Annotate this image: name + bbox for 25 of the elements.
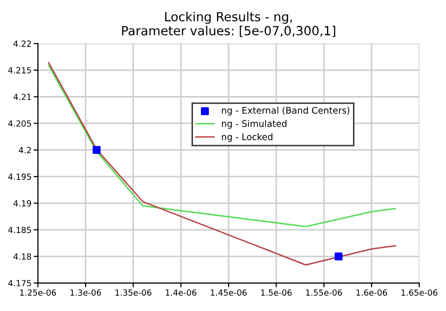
legend-label: ng - External (Band Centers): [222, 106, 350, 116]
y-tick-label: 4.215: [8, 67, 31, 74]
y-tick-label: 4.195: [8, 174, 31, 180]
y-tick-label: 4.18: [14, 253, 32, 260]
y-tick-label: 4.2: [18, 146, 31, 154]
x-tick-label: 1.3e-06: [70, 289, 102, 296]
x-tick-label: 1.6e-06: [356, 289, 388, 296]
y-tick-label: 4.185: [8, 226, 31, 234]
x-tick-label: 1.55e-06: [306, 289, 342, 296]
y-tick-label: 4.175: [8, 280, 31, 286]
x-tick-label: 1.35e-06: [116, 289, 152, 296]
x-tick-label: 1.5e-06: [261, 289, 292, 296]
line-series: [48, 64, 396, 228]
x-tick-label: 1.25e-06: [20, 289, 56, 296]
y-tick-label: 4.19: [14, 200, 32, 206]
legend-label: ng - Locked: [222, 133, 272, 142]
line-series: [48, 62, 396, 266]
chart-title: Locking Results - ng, Parameter values: [5e-07,0,300,1]: [122, 12, 336, 37]
y-tick-label: 4.21: [14, 94, 31, 100]
legend-label: ng - Simulated: [222, 120, 286, 129]
y-tick-label: 4.205: [8, 120, 31, 127]
x-tick-label: 1.45e-06: [210, 289, 247, 296]
y-tick-label: 4.22: [14, 40, 31, 47]
x-tick-label: 1.65e-06: [402, 289, 438, 296]
x-tick-label: 1.4e-06: [166, 289, 196, 296]
